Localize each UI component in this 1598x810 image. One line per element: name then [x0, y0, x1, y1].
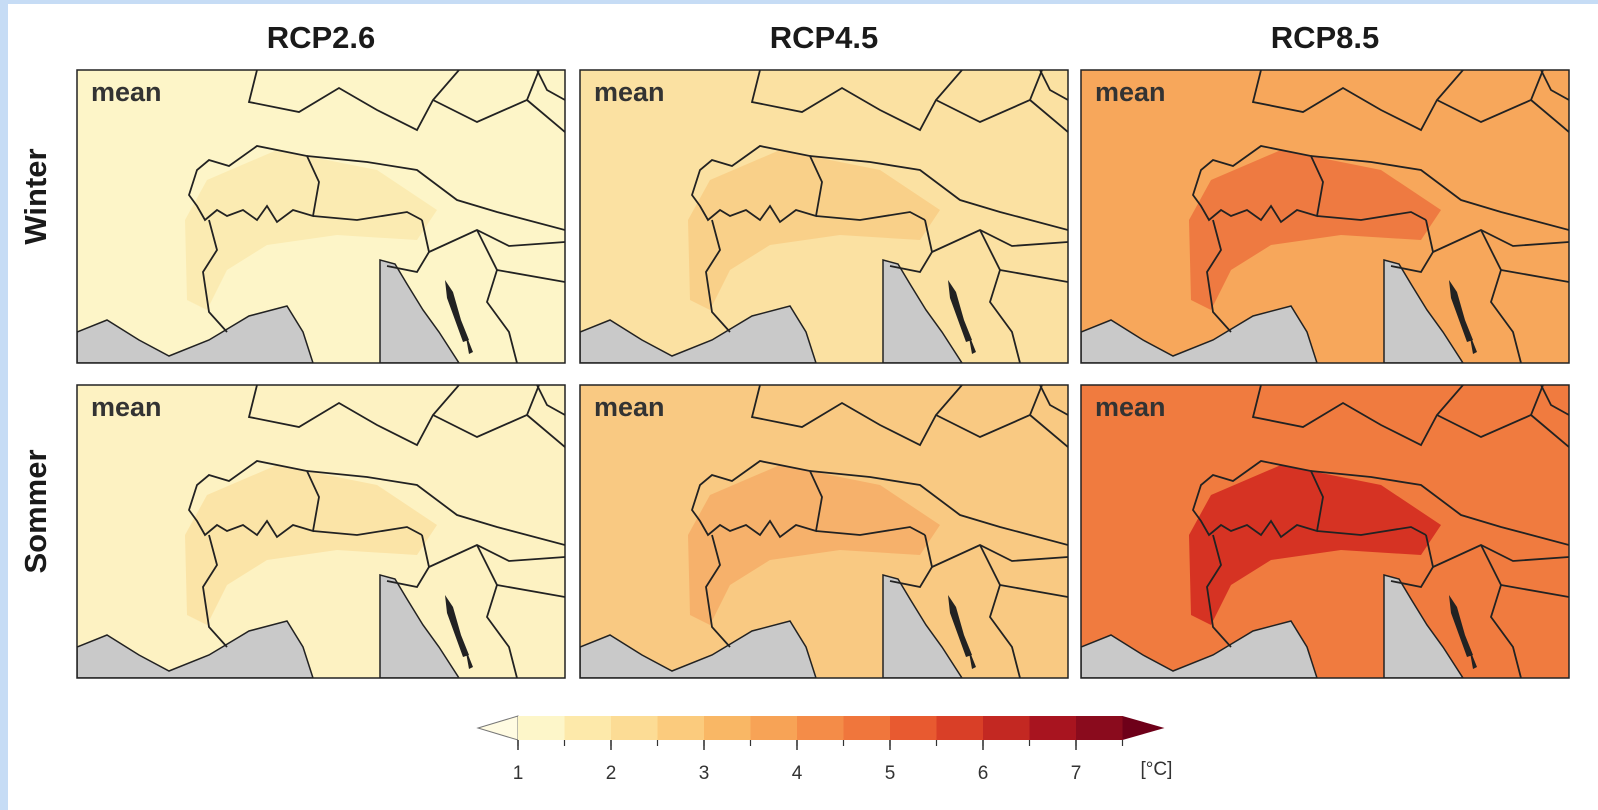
colorbar-bin — [658, 716, 705, 740]
colorbar-bin — [751, 716, 798, 740]
column-title: RCP2.6 — [267, 20, 376, 55]
colorbar-unit: [°C] — [1141, 759, 1173, 780]
colorbar-bin — [1030, 716, 1077, 740]
map-panel: mean — [580, 385, 1068, 678]
colorbar-tick-label: 3 — [699, 763, 710, 784]
colorbar-bin — [983, 716, 1030, 740]
colorbar-bin — [565, 716, 612, 740]
colorbar-tick-label: 1 — [513, 763, 524, 784]
colorbar-bin — [937, 716, 984, 740]
colorbar-tick-label: 2 — [606, 763, 617, 784]
colorbar-tick-label: 5 — [885, 763, 896, 784]
map-body — [77, 385, 565, 678]
map-panel: mean — [1081, 70, 1569, 363]
map-body — [1081, 385, 1569, 678]
row-label: Sommer — [18, 449, 53, 573]
panel-label: mean — [594, 392, 665, 422]
panel-label: mean — [594, 77, 665, 107]
map-panel: mean — [580, 70, 1068, 363]
colorbar-tick-label: 6 — [978, 763, 989, 784]
colorbar-bin — [844, 716, 891, 740]
column-title: RCP4.5 — [770, 20, 879, 55]
map-body — [580, 385, 1068, 678]
colorbar-bin — [611, 716, 658, 740]
panel-label: mean — [1095, 392, 1166, 422]
map-panel: mean — [77, 70, 565, 363]
map-body — [580, 70, 1068, 363]
map-panel: mean — [77, 385, 565, 678]
column-title: RCP8.5 — [1271, 20, 1380, 55]
colorbar-bin — [518, 716, 565, 740]
panel-label: mean — [91, 392, 162, 422]
map-body — [1081, 70, 1569, 363]
colorbar-bin — [1076, 716, 1123, 740]
panel-label: mean — [1095, 77, 1166, 107]
map-panel: mean — [1081, 385, 1569, 678]
colorbar-tick-label: 4 — [792, 763, 803, 784]
panel-label: mean — [91, 77, 162, 107]
colorbar-bin — [890, 716, 937, 740]
colorbar-bin — [704, 716, 751, 740]
colorbar-bin — [797, 716, 844, 740]
row-label: Winter — [18, 148, 53, 244]
colorbar-tick-label: 7 — [1071, 763, 1082, 784]
figure: RCP2.6 RCP4.5 RCP8.5 Winter Sommer mean mean me… — [0, 0, 1598, 810]
map-body — [77, 70, 565, 363]
